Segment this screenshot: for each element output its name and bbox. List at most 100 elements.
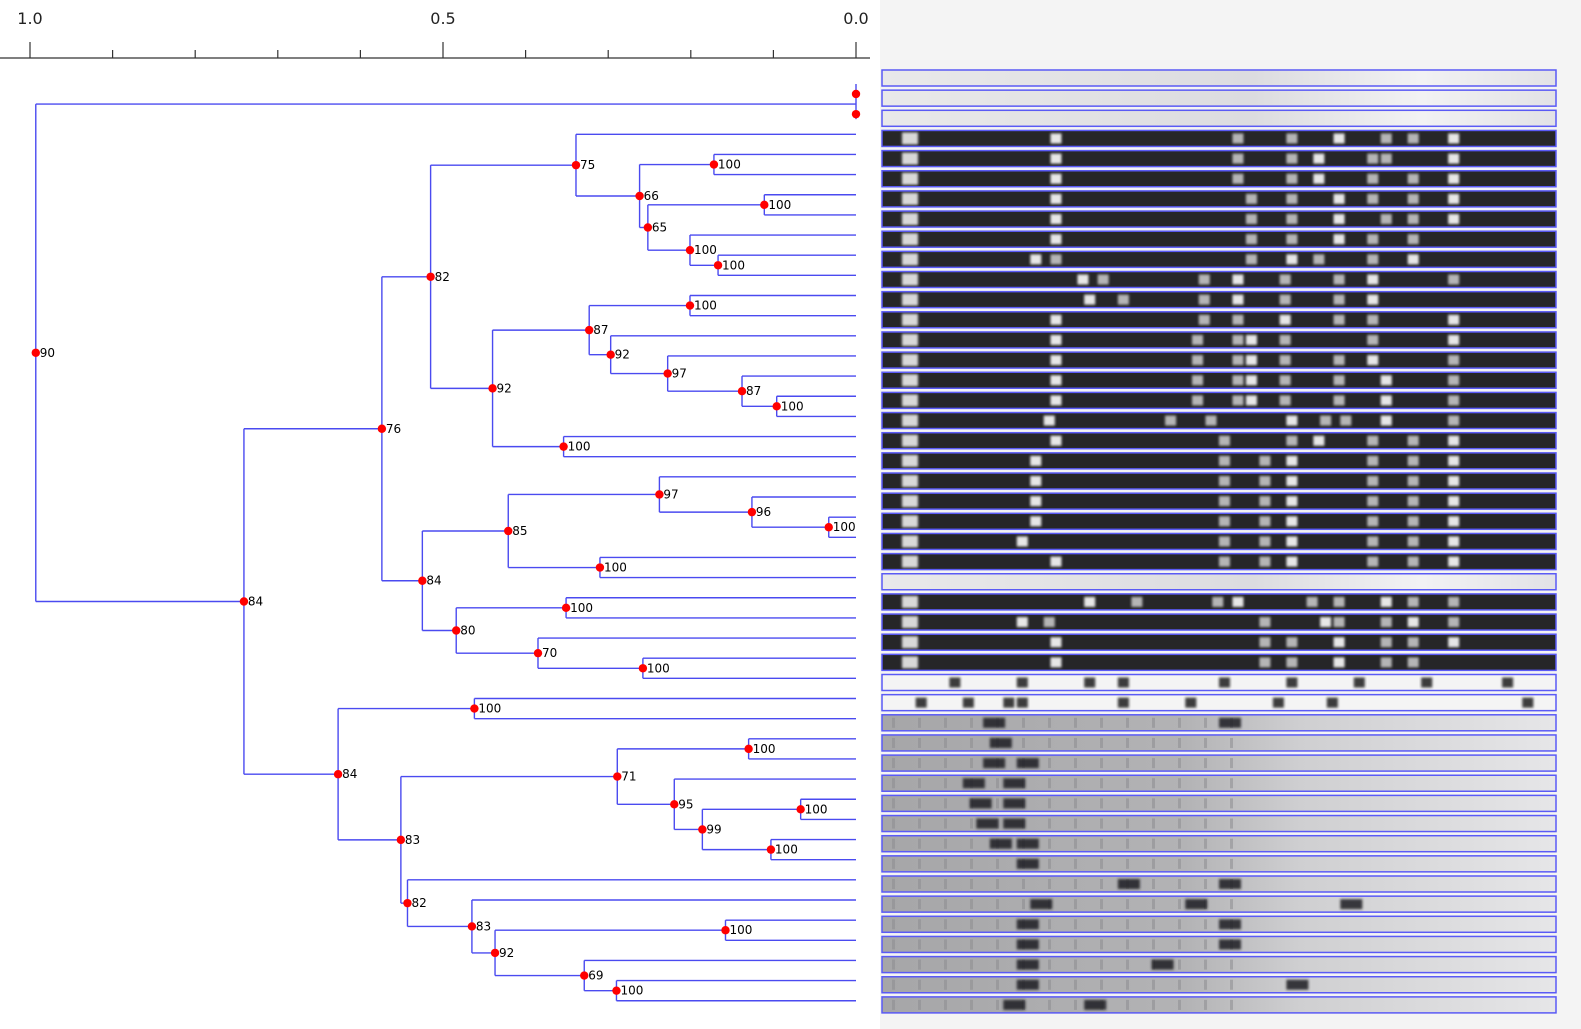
node-marker bbox=[747, 507, 757, 517]
gel-band bbox=[970, 999, 973, 1010]
bootstrap-label: 92 bbox=[497, 381, 512, 395]
gel-band bbox=[1074, 818, 1077, 829]
gel-band bbox=[1192, 395, 1204, 406]
gel-band bbox=[1192, 375, 1204, 386]
lane-border bbox=[881, 170, 1557, 188]
gel-band bbox=[1313, 153, 1325, 164]
gel-band bbox=[1367, 476, 1379, 486]
lane-border bbox=[881, 311, 1557, 329]
gel-band bbox=[1448, 556, 1460, 567]
gel-band bbox=[1448, 476, 1460, 486]
lane-background bbox=[882, 835, 1556, 852]
bootstrap-label: 71 bbox=[621, 770, 636, 784]
gel-band bbox=[1286, 516, 1298, 527]
gel-band bbox=[1204, 818, 1207, 829]
well-marker bbox=[902, 656, 918, 669]
gel-band bbox=[944, 737, 947, 748]
gel-band bbox=[996, 979, 999, 990]
gel-band bbox=[1245, 355, 1257, 366]
gel-band bbox=[1286, 496, 1298, 507]
gel-lane bbox=[881, 411, 1557, 430]
lane-border bbox=[881, 613, 1557, 631]
gel-lane bbox=[881, 653, 1557, 672]
gel-lane bbox=[881, 210, 1557, 228]
gel-band bbox=[1286, 657, 1298, 668]
gel-band bbox=[1286, 193, 1298, 204]
gel-band bbox=[944, 818, 947, 829]
gel-band bbox=[1048, 818, 1051, 829]
well-marker bbox=[902, 273, 918, 286]
gel-lane bbox=[881, 391, 1557, 410]
lane-border bbox=[881, 976, 1557, 994]
lane-border bbox=[881, 411, 1557, 430]
gel-band bbox=[1178, 939, 1181, 950]
node-marker bbox=[721, 926, 730, 935]
gel-band bbox=[1126, 959, 1129, 970]
well-marker bbox=[902, 555, 918, 568]
bootstrap-label: 95 bbox=[678, 797, 693, 811]
gel-band bbox=[1126, 919, 1129, 930]
lane-border bbox=[881, 230, 1557, 248]
node-marker bbox=[488, 384, 497, 393]
gel-band bbox=[1126, 798, 1129, 809]
gel-band bbox=[1022, 737, 1025, 748]
gel-band bbox=[1204, 778, 1207, 789]
well-marker bbox=[902, 132, 918, 145]
gel-band bbox=[1084, 677, 1096, 688]
gel-band bbox=[1219, 496, 1230, 507]
gel-band bbox=[1407, 214, 1419, 225]
gel-band bbox=[918, 999, 921, 1010]
lane-border bbox=[881, 129, 1557, 148]
gel-lane bbox=[881, 270, 1557, 289]
gel-band bbox=[1097, 274, 1109, 285]
bootstrap-label: 90 bbox=[40, 346, 55, 360]
well-marker bbox=[902, 616, 918, 629]
gel-band bbox=[1380, 375, 1392, 386]
gel-band bbox=[1448, 153, 1460, 164]
gel-lane bbox=[881, 331, 1557, 349]
well-marker bbox=[902, 535, 918, 548]
gel-band bbox=[1380, 596, 1392, 607]
gel-band bbox=[1259, 657, 1271, 668]
well-marker bbox=[902, 515, 918, 528]
node-marker bbox=[490, 948, 500, 958]
lane-border bbox=[881, 653, 1557, 672]
gel-image-panel bbox=[880, 0, 1581, 1029]
gel-band bbox=[1152, 798, 1155, 809]
gel-band bbox=[1407, 496, 1419, 507]
gel-lane bbox=[881, 170, 1557, 188]
gel-lane bbox=[881, 834, 1557, 853]
gel-band bbox=[1286, 455, 1298, 466]
gel-band bbox=[1407, 657, 1419, 668]
well-marker bbox=[902, 595, 918, 608]
gel-band bbox=[1178, 818, 1181, 829]
lane-border bbox=[881, 149, 1557, 168]
gel-band bbox=[1016, 697, 1028, 708]
lane-background bbox=[882, 70, 1556, 86]
gel-band bbox=[1003, 818, 1026, 829]
lane-border bbox=[881, 673, 1557, 692]
gel-band bbox=[1367, 435, 1379, 446]
gel-band bbox=[1380, 637, 1392, 648]
lane-border bbox=[881, 794, 1557, 813]
well-marker bbox=[902, 333, 918, 346]
gel-band bbox=[1367, 314, 1379, 325]
bootstrap-label: 82 bbox=[435, 270, 450, 284]
gel-band bbox=[1185, 899, 1208, 910]
gel-band bbox=[1367, 355, 1379, 366]
gel-band bbox=[944, 778, 947, 789]
gel-band bbox=[1230, 737, 1233, 748]
gel-band bbox=[1230, 858, 1233, 869]
gel-band bbox=[1367, 193, 1379, 204]
gel-band bbox=[1178, 919, 1181, 930]
gel-band bbox=[892, 818, 895, 829]
gel-band bbox=[1074, 919, 1077, 930]
gel-band bbox=[1245, 234, 1257, 245]
gel-band bbox=[989, 737, 1012, 748]
gel-band bbox=[970, 818, 973, 829]
gel-band bbox=[1448, 496, 1460, 507]
gel-band bbox=[1367, 173, 1379, 184]
gel-band bbox=[1048, 717, 1051, 728]
gel-band bbox=[944, 858, 947, 869]
gel-band bbox=[1022, 717, 1025, 728]
